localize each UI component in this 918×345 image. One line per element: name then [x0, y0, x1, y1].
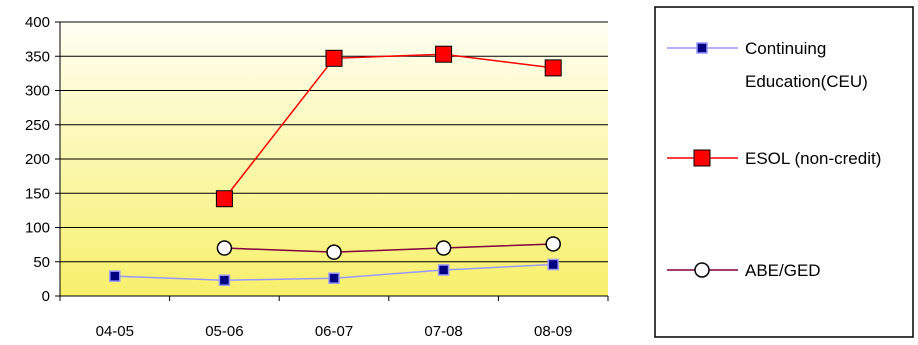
data-point — [437, 264, 450, 276]
y-tick-label: 100 — [25, 220, 50, 237]
legend: Continuing Education(CEU) ESOL (non-credit… — [654, 6, 914, 338]
legend-entry-0: Continuing Education(CEU) — [667, 39, 868, 91]
data-point — [435, 240, 452, 256]
x-tick-label: 05-06 — [205, 323, 243, 340]
x-tick-label: 06-07 — [315, 323, 353, 340]
data-point — [325, 49, 343, 67]
series-0 — [109, 258, 559, 286]
x-tick-label: 08-09 — [534, 323, 572, 340]
y-tick-label: 350 — [25, 48, 50, 65]
data-point — [547, 258, 559, 271]
legend-entry-1: ESOL (non-credit) — [667, 149, 881, 168]
data-point — [218, 274, 231, 286]
data-point — [328, 272, 340, 284]
legend-box — [654, 6, 914, 338]
legend-label: ESOL (non-credit) — [745, 149, 881, 168]
series-line — [223, 53, 554, 200]
series-line — [224, 243, 554, 253]
data-point — [216, 240, 233, 256]
y-tick-label: 150 — [25, 185, 50, 202]
y-tick-label: 50 — [33, 254, 50, 271]
series-1 — [215, 45, 562, 208]
data-point — [544, 59, 562, 77]
y-tick-label: 300 — [25, 83, 50, 100]
y-tick-label: 400 — [25, 14, 50, 31]
y-tick-label: 250 — [25, 117, 50, 134]
legend-entry-2: ABE/GED — [667, 261, 821, 280]
y-tick-label: 200 — [25, 151, 50, 168]
legend-label: Continuing — [745, 39, 826, 58]
legend-marker — [696, 42, 708, 54]
x-tick-label: 07-08 — [424, 323, 462, 340]
data-point — [435, 45, 453, 63]
data-point — [545, 236, 561, 252]
axes: 0 50 100 150 200 250 300 350 400 04-05 05-06 06-07 0… — [25, 14, 609, 340]
legend-label: ABE/GED — [745, 261, 821, 280]
legend-label: Education(CEU) — [745, 72, 868, 91]
data-point — [326, 244, 342, 260]
y-tick-label: 0 — [42, 288, 50, 305]
legend-marker — [694, 262, 710, 278]
x-tick-label: 04-05 — [96, 323, 134, 340]
legend-marker — [693, 149, 711, 167]
data-point — [109, 270, 121, 282]
series-2 — [216, 236, 561, 260]
series-layer — [109, 45, 562, 286]
data-point — [215, 190, 233, 208]
gridlines — [60, 21, 608, 263]
